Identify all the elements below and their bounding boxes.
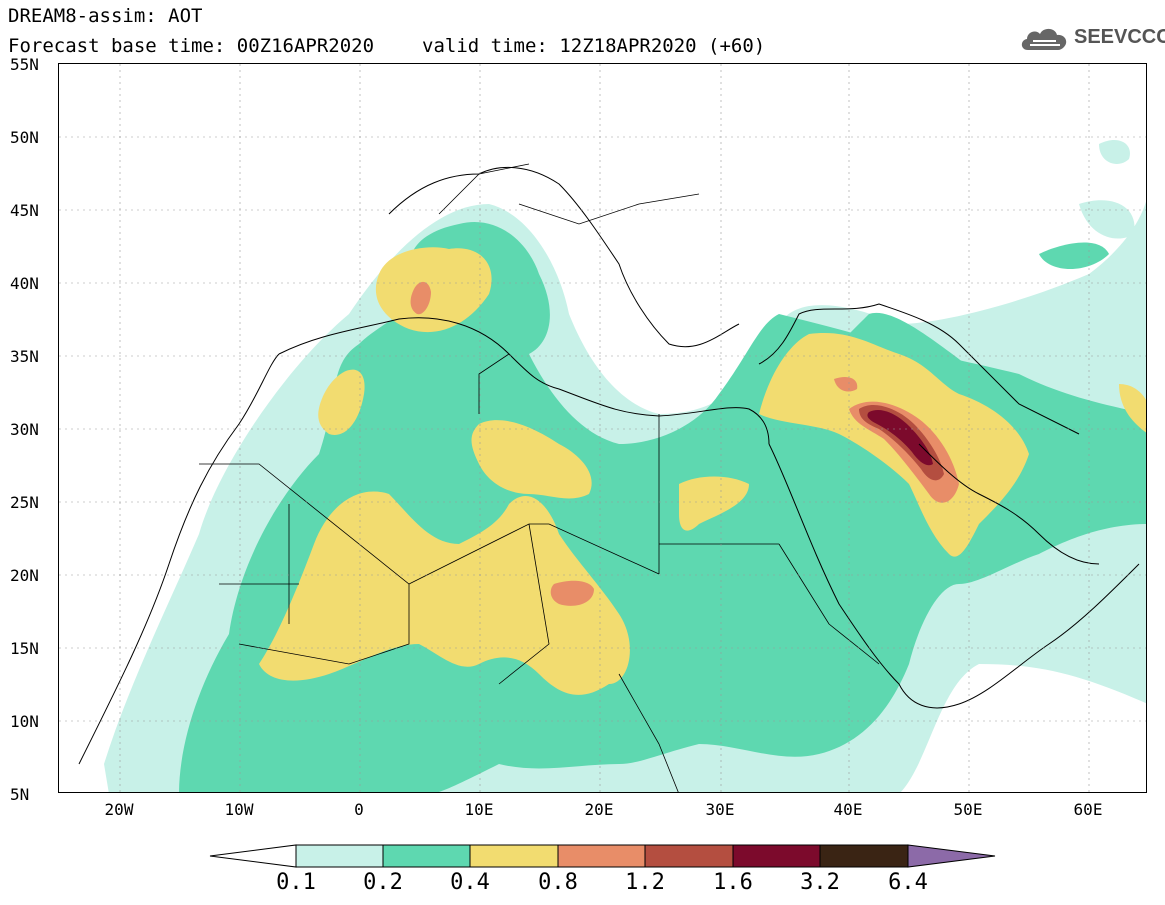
logo-text: SEEVCCC [1074,26,1165,48]
base-time-label: Forecast base time: 00Z16APR2020 [8,35,375,57]
colorbar-swatch [295,844,384,868]
colorbar-swatch [732,844,821,868]
lat-label: 15N [10,639,39,658]
lat-label: 45N [10,201,39,220]
lat-label: 25N [10,493,39,512]
colorbar-label: 1.2 [625,870,665,895]
lat-label: 10N [10,712,39,731]
aot-band-1-6 [867,409,933,466]
valid-time-label: valid time: 12Z18APR2020 (+60) [422,35,766,57]
coastlines [78,166,1140,765]
seevccc-logo: SEEVCCC [1018,22,1165,56]
country-borders [199,163,880,792]
colorbar-label: 6.4 [888,870,928,895]
lon-label: 20E [584,800,614,819]
lat-label: 50N [10,128,39,147]
colorbar-label: 0.1 [276,870,316,895]
lon-label: 0 [354,800,364,819]
colorbar-label: 3.2 [800,870,840,895]
lat-label: 30N [10,420,39,439]
lon-label: 60E [1073,800,1103,819]
aot-field [59,64,1146,792]
lat-label: 20N [10,566,39,585]
map-subtitle: Forecast base time: 00Z16APR2020 valid ti… [8,36,765,56]
lat-label: 5N [10,785,30,804]
lon-label: 20W [104,800,134,819]
colorbar-low-arrow [209,844,297,868]
lon-label: 40E [833,800,863,819]
colorbar-label: 0.4 [450,870,490,895]
lon-label: 10W [224,800,254,819]
aot-map [58,63,1147,793]
lon-label: 30E [705,800,735,819]
lat-label: 35N [10,347,39,366]
map-title: DREAM8-assim: AOT [8,5,203,27]
lat-label: 55N [10,55,39,74]
colorbar-swatch [557,844,646,868]
colorbar-swatch [469,844,559,868]
lat-label: 40N [10,274,39,293]
graticule [59,64,1146,792]
colorbar-label: 0.8 [538,870,578,895]
lon-label: 50E [953,800,983,819]
colorbar-high-arrow [907,844,996,868]
colorbar-swatch [644,844,734,868]
colorbar-swatch [382,844,471,868]
colorbar-label: 1.6 [713,870,753,895]
lon-label: 10E [464,800,494,819]
colorbar-label: 0.2 [363,870,403,895]
cloud-icon [1021,28,1067,50]
colorbar-swatch [819,844,909,868]
